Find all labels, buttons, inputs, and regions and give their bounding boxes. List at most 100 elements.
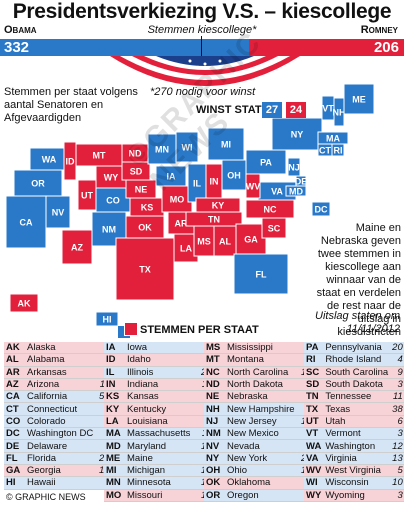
state-row-in: INIndiana11 — [104, 378, 214, 392]
state-row-ar: ARArkansas6 — [4, 366, 112, 379]
map-label: MI — [221, 140, 231, 150]
map-label: MT — [93, 151, 106, 161]
state-row-de: DEDelaware3 — [4, 439, 112, 453]
romney-label: Romney — [360, 24, 398, 36]
state-row-il: ILIllinois20 — [104, 366, 214, 379]
map-state-ne: NE — [125, 179, 157, 199]
map-label: CT — [319, 146, 331, 156]
state-abbr: NJ — [204, 415, 225, 429]
map-state-dc: DC — [311, 201, 331, 217]
state-abbr: CT — [4, 402, 25, 416]
map-label: OH — [227, 171, 241, 181]
map-state-mi: MI — [207, 127, 245, 161]
map-label: VA — [271, 187, 283, 197]
needed-note: *270 nodig voor winst — [150, 86, 256, 98]
state-abbr: KY — [104, 402, 125, 416]
state-name: Maryland — [125, 439, 199, 453]
states-table-col-4: PA Pennsylvania 20 RI Rhode Island 4 SC South C… — [304, 342, 404, 502]
state-name: Oklahoma — [225, 476, 299, 490]
map-label: IA — [167, 172, 177, 182]
map-state-mt: MT — [75, 143, 123, 167]
state-row-ia: IAIowa6 — [104, 342, 214, 355]
state-abbr: IL — [104, 366, 125, 379]
map-state-ri: RI — [331, 143, 345, 157]
map-state-wv: WV — [245, 173, 261, 199]
map-state-nc: NC — [245, 199, 295, 219]
map-label: HI — [103, 315, 112, 325]
state-name: Washington — [323, 439, 391, 453]
map-label: LA — [180, 244, 192, 254]
state-name: Alabama — [25, 353, 97, 367]
map-label: UT — [81, 191, 93, 201]
state-name: Florida — [25, 452, 97, 465]
state-name: Idaho — [125, 353, 199, 367]
map-state-md: MD — [285, 185, 307, 197]
credit: © GRAPHIC NEWS — [6, 492, 86, 502]
map-label: MN — [155, 145, 169, 155]
map-label: WY — [104, 173, 119, 183]
state-row-az: AZArizona11 — [4, 378, 112, 392]
state-name: Missouri — [125, 489, 199, 502]
state-votes: 6 — [390, 415, 404, 429]
state-abbr: LA — [104, 415, 125, 429]
state-row-or: OROregon7 — [204, 489, 314, 502]
state-row-ne: NENebraska5 — [204, 390, 314, 404]
states-table-col-1: AKAlaska3ALAlabama9ARArkansas6AZArizona1… — [4, 342, 112, 490]
state-row-me: MEMaine4 — [104, 452, 214, 465]
map-state-al: AL — [213, 225, 237, 257]
state-name: New Jersey — [225, 415, 299, 429]
maine-nebraska-note: Maine en Nebraska geven twee stemmen in … — [316, 222, 401, 338]
map-state-ut: UT — [77, 179, 97, 211]
state-row-ct: CTConnecticut7 — [4, 402, 112, 416]
state-row-al: ALAlabama9 — [4, 353, 112, 367]
state-abbr: NC — [204, 366, 225, 379]
state-name: Wisconsin — [323, 476, 391, 490]
map-state-fl: FL — [233, 253, 289, 295]
state-abbr: AZ — [4, 378, 25, 392]
state-name: Connecticut — [25, 402, 97, 416]
state-votes: 20 — [390, 342, 404, 355]
state-name: Mississippi — [225, 342, 299, 355]
map-state-sc: SC — [261, 217, 287, 239]
obama-votes-bar: 332 — [0, 39, 249, 56]
page-title: Presidentsverkiezing V.S. – kiescollege — [12, 0, 392, 23]
state-abbr: SC — [304, 366, 324, 379]
state-name: Delaware — [25, 439, 97, 453]
map-label: SD — [130, 167, 143, 177]
state-abbr: MN — [104, 476, 125, 490]
state-row-oh: OHOhio18 — [204, 464, 314, 478]
state-abbr: CO — [4, 415, 25, 429]
state-name: West Virginia — [323, 464, 391, 478]
state-abbr: MI — [104, 464, 125, 478]
map-label: RI — [334, 146, 343, 156]
state-name: Indiana — [125, 378, 199, 392]
state-abbr: FL — [4, 452, 25, 465]
state-row-wa: WA Washington 12 — [304, 439, 404, 453]
state-row-co: COColorado9 — [4, 415, 112, 429]
state-name: Alaska — [25, 342, 97, 355]
map-label: ID — [66, 157, 76, 167]
state-row-md: MDMaryland10 — [104, 439, 214, 453]
state-name: Illinois — [125, 366, 199, 379]
map-state-tx: TX — [115, 237, 175, 301]
state-row-va: VA Virginia 13 — [304, 452, 404, 465]
state-abbr: OR — [204, 489, 225, 502]
map-label: GA — [244, 235, 258, 245]
map-label: DC — [315, 205, 328, 215]
state-row-mn: MNMinnesota10 — [104, 476, 214, 490]
map-label: DE — [295, 177, 308, 187]
state-name: New York — [225, 452, 299, 465]
state-name: New Mexico — [225, 427, 299, 441]
state-abbr: OH — [204, 464, 225, 478]
state-votes: 38 — [390, 402, 404, 416]
state-abbr: NM — [204, 427, 225, 441]
state-abbr: WA — [304, 439, 324, 453]
state-row-ms: MSMississippi6 — [204, 342, 314, 355]
map-state-oh: OH — [221, 159, 247, 191]
state-name: Washington DC — [25, 427, 97, 441]
map-state-ks: KS — [129, 197, 165, 217]
map-state-wi: WI — [175, 131, 199, 163]
state-row-mo: MOMissouri10 — [104, 489, 214, 502]
